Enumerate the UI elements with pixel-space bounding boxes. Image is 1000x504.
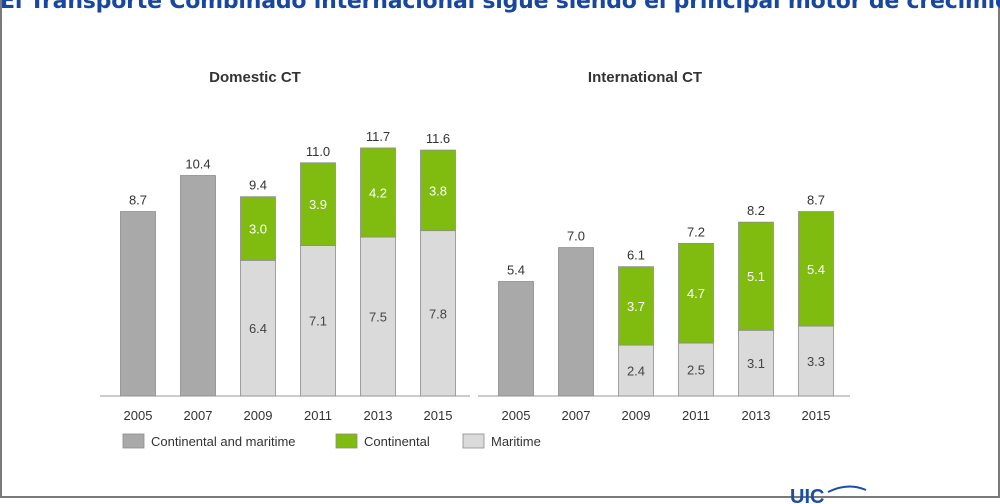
domestic-bar-maritime-2013 <box>360 236 396 397</box>
domestic-label-maritime-2015: 7.8 <box>429 306 447 321</box>
legend-label-3: Maritime <box>491 434 541 449</box>
legend-swatch-1 <box>122 433 145 449</box>
international-tick-label-2005: 2005 <box>502 408 531 423</box>
international-tick-label-2007: 2007 <box>562 408 591 423</box>
international-total-label-2009: 6.1 <box>627 248 645 263</box>
domestic-total-label-2015: 11.6 <box>426 131 450 146</box>
domestic-bar-continental-2015 <box>420 149 456 232</box>
domestic-bar-continental-2013 <box>360 147 396 238</box>
international-bar-maritime-2013 <box>738 329 774 397</box>
domestic-tick-label-2015: 2015 <box>424 408 453 423</box>
domestic-total-label-2005: 8.7 <box>129 193 147 208</box>
legend-swatch-3 <box>462 433 485 449</box>
domestic-bar-maritime-2011 <box>300 245 336 397</box>
domestic-bar-combined-2005 <box>120 211 156 397</box>
legend-swatch-2 <box>335 433 358 449</box>
domestic-tick-label-2005: 2005 <box>124 408 153 423</box>
international-label-maritime-2015: 3.3 <box>807 354 825 369</box>
legend-label-2: Continental <box>364 434 430 449</box>
international-label-maritime-2013: 3.1 <box>747 356 765 371</box>
international-total-label-2015: 8.7 <box>807 193 825 208</box>
international-bar-maritime-2009 <box>618 344 654 397</box>
international-bar-maritime-2015 <box>798 325 834 397</box>
slide-title: El Transporte Combinado internacional si… <box>0 0 1000 14</box>
international-tick-label-2013: 2013 <box>742 408 771 423</box>
domestic-bar-combined-2007 <box>180 175 216 397</box>
domestic-label-continental-2015: 3.8 <box>429 183 447 198</box>
international-label-continental-2015: 5.4 <box>807 262 825 277</box>
international-label-continental-2009: 3.7 <box>627 299 645 314</box>
svg-text:UIC: UIC <box>790 486 824 504</box>
international-total-label-2011: 7.2 <box>687 224 705 239</box>
domestic-label-continental-2011: 3.9 <box>309 197 327 212</box>
domestic-bar-continental-2009 <box>240 196 276 261</box>
domestic-label-maritime-2013: 7.5 <box>369 310 387 325</box>
international-bar-continental-2013 <box>738 221 774 331</box>
domestic-label-continental-2013: 4.2 <box>369 185 387 200</box>
international-bar-combined-2005 <box>498 281 534 397</box>
international-label-maritime-2011: 2.5 <box>687 363 705 378</box>
international-bar-continental-2009 <box>618 266 654 346</box>
international-tick-label-2015: 2015 <box>802 408 831 423</box>
international-total-label-2013: 8.2 <box>747 203 765 218</box>
domestic-tick-label-2013: 2013 <box>364 408 393 423</box>
legend-label-1: Continental and maritime <box>151 434 296 449</box>
domestic-total-label-2007: 10.4 <box>185 157 210 172</box>
domestic-chart-title: Domestic CT <box>209 69 301 86</box>
domestic-tick-label-2007: 2007 <box>184 408 213 423</box>
domestic-tick-label-2011: 2011 <box>304 408 332 423</box>
international-bar-continental-2011 <box>678 242 714 344</box>
domestic-bar-continental-2011 <box>300 162 336 246</box>
domestic-label-continental-2009: 3.0 <box>249 222 267 237</box>
international-total-label-2007: 7.0 <box>567 229 585 244</box>
international-tick-label-2011: 2011 <box>682 408 710 423</box>
domestic-bar-maritime-2009 <box>240 259 276 397</box>
international-label-continental-2013: 5.1 <box>747 269 765 284</box>
domestic-tick-label-2009: 2009 <box>244 408 273 423</box>
domestic-label-maritime-2009: 6.4 <box>249 321 267 336</box>
domestic-total-label-2011: 11.0 <box>306 144 330 159</box>
international-chart-title: International CT <box>588 69 702 86</box>
international-bar-combined-2007 <box>558 247 594 397</box>
domestic-label-maritime-2011: 7.1 <box>309 314 327 329</box>
international-tick-label-2009: 2009 <box>622 408 651 423</box>
international-label-maritime-2009: 2.4 <box>627 364 645 379</box>
international-bar-continental-2015 <box>798 211 834 327</box>
international-label-continental-2011: 4.7 <box>687 286 705 301</box>
domestic-total-label-2013: 11.7 <box>366 129 390 144</box>
domestic-total-label-2009: 9.4 <box>249 178 267 193</box>
international-total-label-2005: 5.4 <box>507 263 525 278</box>
international-bar-maritime-2011 <box>678 342 714 397</box>
uic-logo: UIC <box>790 485 867 504</box>
